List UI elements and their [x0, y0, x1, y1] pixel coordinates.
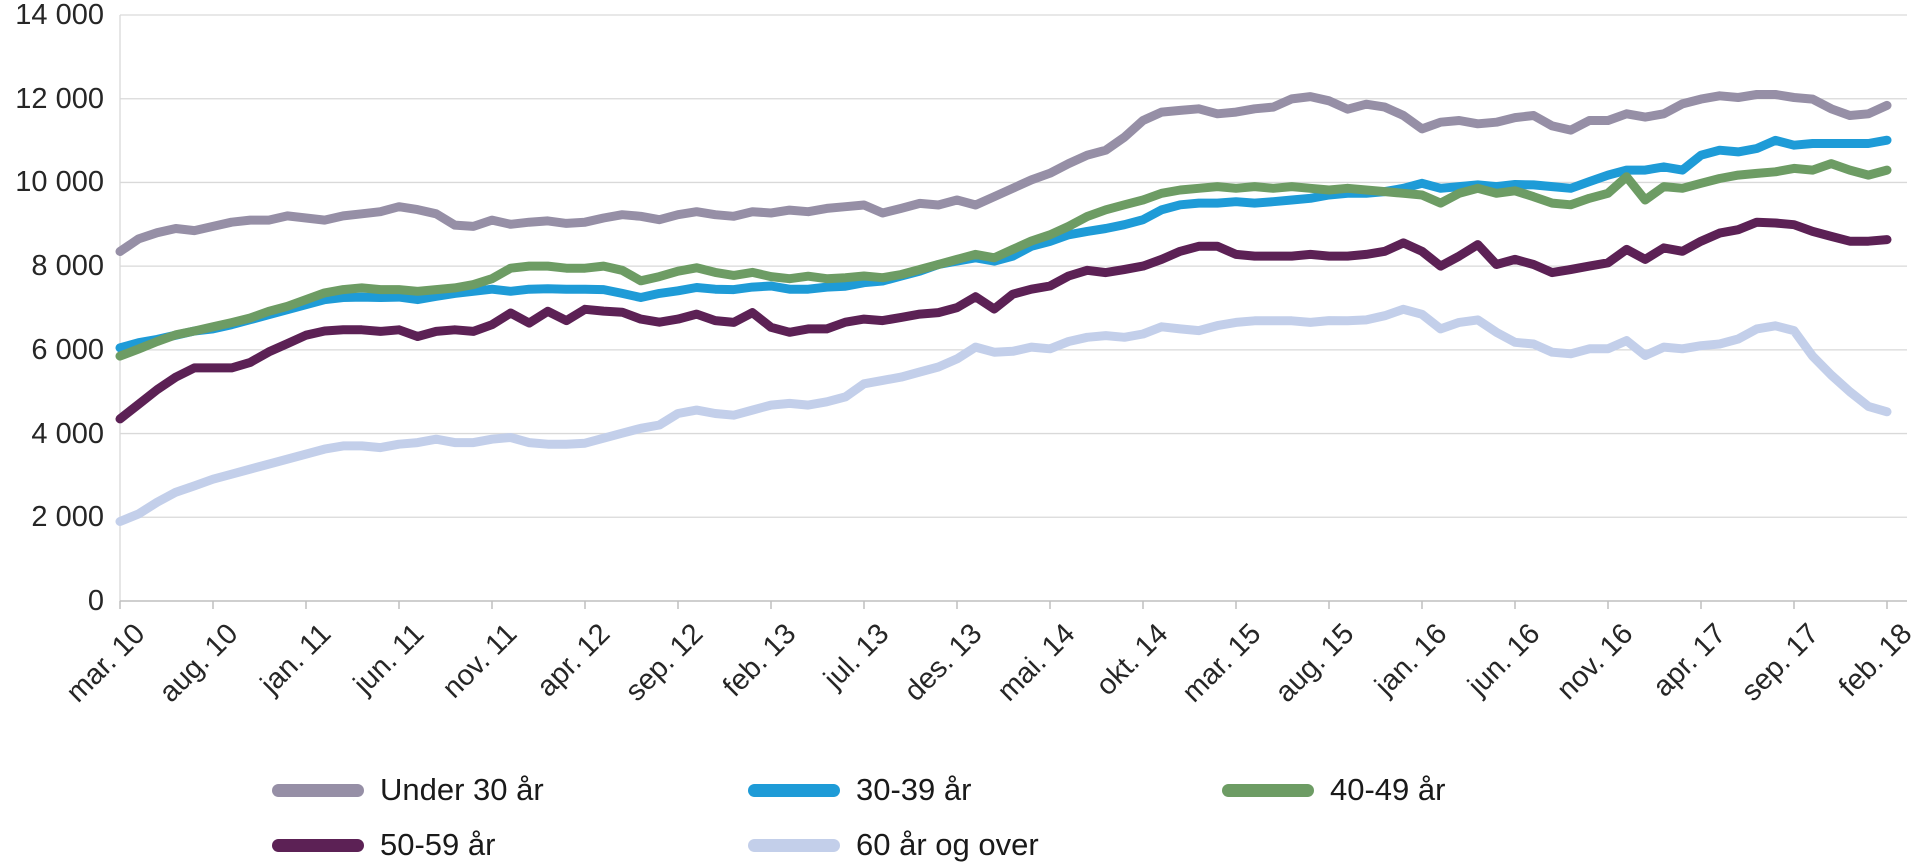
- y-tick-label: 2 000: [31, 501, 104, 534]
- legend-item-40-49-r[interactable]: 40-49 år: [1222, 772, 1445, 808]
- x-tick-label: jul. 13: [817, 617, 896, 696]
- legend-label: 30-39 år: [856, 772, 972, 807]
- legend-label: 50-59 år: [380, 827, 496, 862]
- series-line-under-30-r: [115, 90, 1892, 256]
- legend-item-30-39-r[interactable]: 30-39 år: [748, 772, 971, 808]
- legend-item-60-r-og-over[interactable]: 60 år og over: [748, 827, 1039, 863]
- y-tick-label: 4 000: [31, 417, 104, 450]
- x-tick-label: jan. 11: [254, 617, 338, 701]
- series-line-50-59-r: [115, 217, 1892, 424]
- y-tick-label: 14 000: [15, 0, 104, 31]
- x-tick-label: mar. 10: [60, 617, 152, 709]
- x-tick-label: mai. 14: [991, 617, 1082, 708]
- legend-item-under-30-r[interactable]: Under 30 år: [272, 772, 544, 808]
- series-line-60-r-og-over: [115, 304, 1892, 526]
- x-tick-label: sep. 17: [1735, 617, 1826, 708]
- legend-swatch-50-59-r: [272, 838, 364, 852]
- legend-label: Under 30 år: [380, 772, 544, 807]
- x-tick-label: jun. 16: [1462, 617, 1547, 702]
- series-line-40-49-r: [115, 159, 1892, 361]
- x-tick-label: nov. 11: [436, 617, 524, 705]
- y-tick-label: 12 000: [15, 82, 104, 115]
- legend-swatch-60-r-og-over: [748, 838, 840, 852]
- x-tick-label: jan. 16: [1369, 617, 1454, 702]
- y-tick-label: 10 000: [15, 166, 104, 199]
- series-line-30-39-r: [115, 135, 1892, 353]
- x-tick-label: apr. 12: [530, 617, 617, 704]
- legend-item-50-59-r[interactable]: 50-59 år: [272, 827, 495, 863]
- x-tick-label: feb. 13: [716, 617, 803, 704]
- x-tick-label: jun. 11: [347, 617, 431, 701]
- legend-label: 60 år og over: [856, 827, 1039, 862]
- x-tick-label: okt. 14: [1090, 617, 1175, 702]
- x-tick-label: sep. 12: [619, 617, 710, 708]
- legend-swatch-40-49-r: [1222, 783, 1314, 797]
- y-tick-label: 0: [87, 585, 104, 617]
- x-tick-label: apr. 17: [1646, 617, 1733, 704]
- x-tick-label: aug. 15: [1269, 617, 1361, 709]
- plot-area: [115, 14, 1907, 609]
- x-tick-label: mar. 15: [1176, 617, 1268, 709]
- y-tick-label: 8 000: [31, 250, 104, 283]
- x-tick-label: aug. 10: [153, 617, 245, 709]
- x-tick-label: des. 13: [898, 617, 989, 708]
- legend-swatch-30-39-r: [748, 783, 840, 797]
- y-tick-label: 6 000: [31, 333, 104, 366]
- x-tick-label: nov. 16: [1550, 617, 1640, 707]
- legend-label: 40-49 år: [1330, 772, 1446, 807]
- legend-swatch-under-30-r: [272, 783, 364, 797]
